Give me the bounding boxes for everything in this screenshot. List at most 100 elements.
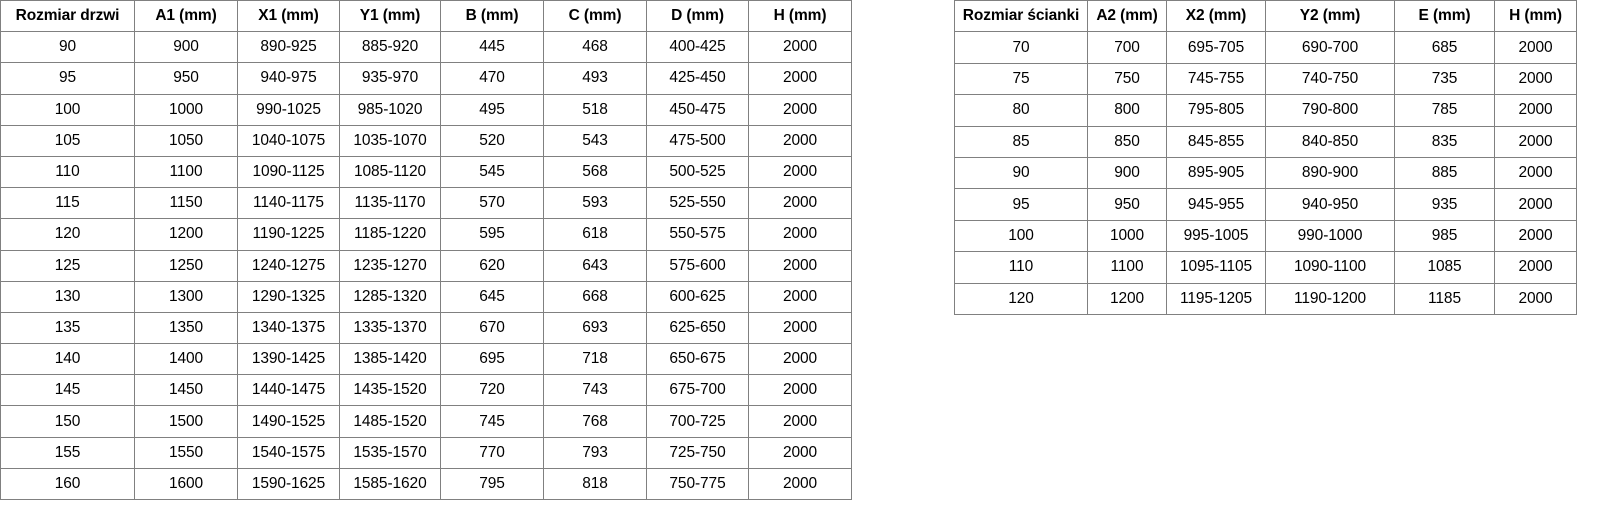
table-header-row: Rozmiar ścianki A2 (mm) X2 (mm) Y2 (mm) E (m… [954,0,1577,33]
cell-w5-0: 95 [954,188,1088,221]
table-row: 120 1200 1190-1225 1185-1220 595 618 550-575 20… [0,218,852,251]
cell-w8-1: 1200 [1087,282,1167,315]
wall-table-header: Rozmiar ścianki A2 (mm) X2 (mm) Y2 (mm) E (m… [954,0,1577,33]
cell-d1-5: 493 [543,62,647,95]
cell-w3-1: 850 [1087,125,1167,158]
cell-d11-6: 675-700 [646,374,749,407]
cell-d5-0: 115 [0,187,135,220]
table-row: 145 1450 1440-1475 1435-1520 720 743 675-700 20… [0,374,852,407]
cell-w5-2: 945-955 [1166,188,1266,221]
cell-w2-4: 785 [1394,94,1495,127]
column-header-w1: A2 (mm) [1087,0,1167,33]
cell-d10-5: 718 [543,343,647,376]
cell-d9-1: 1350 [134,311,238,345]
cell-w4-2: 895-905 [1166,156,1266,190]
cell-w4-1: 900 [1087,156,1167,190]
cell-d7-0: 125 [0,249,135,282]
cell-w1-3: 740-750 [1265,62,1395,96]
cell-d1-4: 470 [440,62,544,95]
cell-w4-5: 2000 [1494,156,1577,190]
cell-d11-3: 1435-1520 [339,374,441,407]
cell-w6-3: 990-1000 [1265,219,1395,253]
cell-d2-2: 990-1025 [237,93,340,126]
cell-d4-1: 1100 [134,155,238,189]
cell-d12-1: 1500 [134,405,238,438]
cell-d6-3: 1185-1220 [339,218,441,251]
cell-d0-2: 890-925 [237,31,340,64]
cell-d7-6: 575-600 [646,249,749,282]
cell-d14-4: 795 [440,467,544,501]
cell-d4-4: 545 [440,155,544,189]
table-row: 105 1050 1040-1075 1035-1070 520 543 475-500 20… [0,124,852,157]
cell-d2-0: 100 [0,93,135,126]
cell-d9-4: 670 [440,311,544,345]
door-table-header: Rozmiar drzwi A1 (mm) X1 (mm) Y1 (mm) B (mm)… [0,0,852,33]
cell-w1-4: 735 [1394,62,1495,96]
cell-w4-3: 890-900 [1265,156,1395,190]
cell-d11-4: 720 [440,374,544,407]
cell-d3-2: 1040-1075 [237,124,340,157]
cell-d9-2: 1340-1375 [237,311,340,345]
cell-d14-0: 160 [0,467,135,501]
column-header-d0: Rozmiar drzwi [0,0,135,33]
cell-w1-5: 2000 [1494,62,1577,96]
cell-d7-4: 620 [440,249,544,282]
cell-d3-1: 1050 [134,124,238,157]
cell-d1-7: 2000 [748,62,852,95]
cell-d9-0: 135 [0,311,135,345]
table-row: 140 1400 1390-1425 1385-1420 695 718 650-675 20… [0,343,852,376]
cell-d13-4: 770 [440,436,544,469]
column-header-w3: Y2 (mm) [1265,0,1395,33]
cell-d9-3: 1335-1370 [339,311,441,345]
door-size-table: Rozmiar drzwi A1 (mm) X1 (mm) Y1 (mm) B (mm)… [0,0,852,501]
table-row: 85 850 845-855 840-850 835 2000 [954,125,1577,158]
cell-w6-1: 1000 [1087,219,1167,253]
cell-d2-3: 985-1020 [339,93,441,126]
cell-d12-0: 150 [0,405,135,438]
cell-w8-0: 120 [954,282,1088,315]
cell-w7-1: 1100 [1087,251,1167,284]
cell-w0-2: 695-705 [1166,31,1266,64]
cell-d0-4: 445 [440,31,544,64]
cell-w2-5: 2000 [1494,94,1577,127]
cell-w2-2: 795-805 [1166,94,1266,127]
table-row: 90 900 895-905 890-900 885 2000 [954,156,1577,190]
cell-d6-0: 120 [0,218,135,251]
cell-d10-4: 695 [440,343,544,376]
cell-d4-3: 1085-1120 [339,155,441,189]
cell-w5-1: 950 [1087,188,1167,221]
cell-w0-5: 2000 [1494,31,1577,64]
cell-d13-3: 1535-1570 [339,436,441,469]
cell-d14-1: 1600 [134,467,238,501]
cell-w3-2: 845-855 [1166,125,1266,158]
cell-d5-2: 1140-1175 [237,187,340,220]
cell-w2-3: 790-800 [1265,94,1395,127]
cell-w4-4: 885 [1394,156,1495,190]
cell-d12-7: 2000 [748,405,852,438]
cell-d10-1: 1400 [134,343,238,376]
table-row: 100 1000 995-1005 990-1000 985 2000 [954,219,1577,253]
cell-d6-2: 1190-1225 [237,218,340,251]
cell-w0-1: 700 [1087,31,1167,64]
column-header-d2: X1 (mm) [237,0,340,33]
cell-w7-3: 1090-1100 [1265,251,1395,284]
cell-d6-6: 550-575 [646,218,749,251]
cell-w3-4: 835 [1394,125,1495,158]
table-row: 135 1350 1340-1375 1335-1370 670 693 625-650 20… [0,311,852,345]
cell-w5-4: 935 [1394,188,1495,221]
cell-d8-3: 1285-1320 [339,280,441,313]
cell-d8-4: 645 [440,280,544,313]
cell-d6-7: 2000 [748,218,852,251]
cell-w8-4: 1185 [1394,282,1495,315]
cell-d13-0: 155 [0,436,135,469]
cell-d1-6: 425-450 [646,62,749,95]
cell-w2-1: 800 [1087,94,1167,127]
cell-d13-7: 2000 [748,436,852,469]
cell-w5-3: 940-950 [1265,188,1395,221]
column-header-d7: H (mm) [748,0,852,33]
table-row: 70 700 695-705 690-700 685 2000 [954,31,1577,64]
cell-w8-2: 1195-1205 [1166,282,1266,315]
cell-w5-5: 2000 [1494,188,1577,221]
door-table-body: 90 900 890-925 885-920 445 468 400-425 2000 95 95… [0,31,852,501]
